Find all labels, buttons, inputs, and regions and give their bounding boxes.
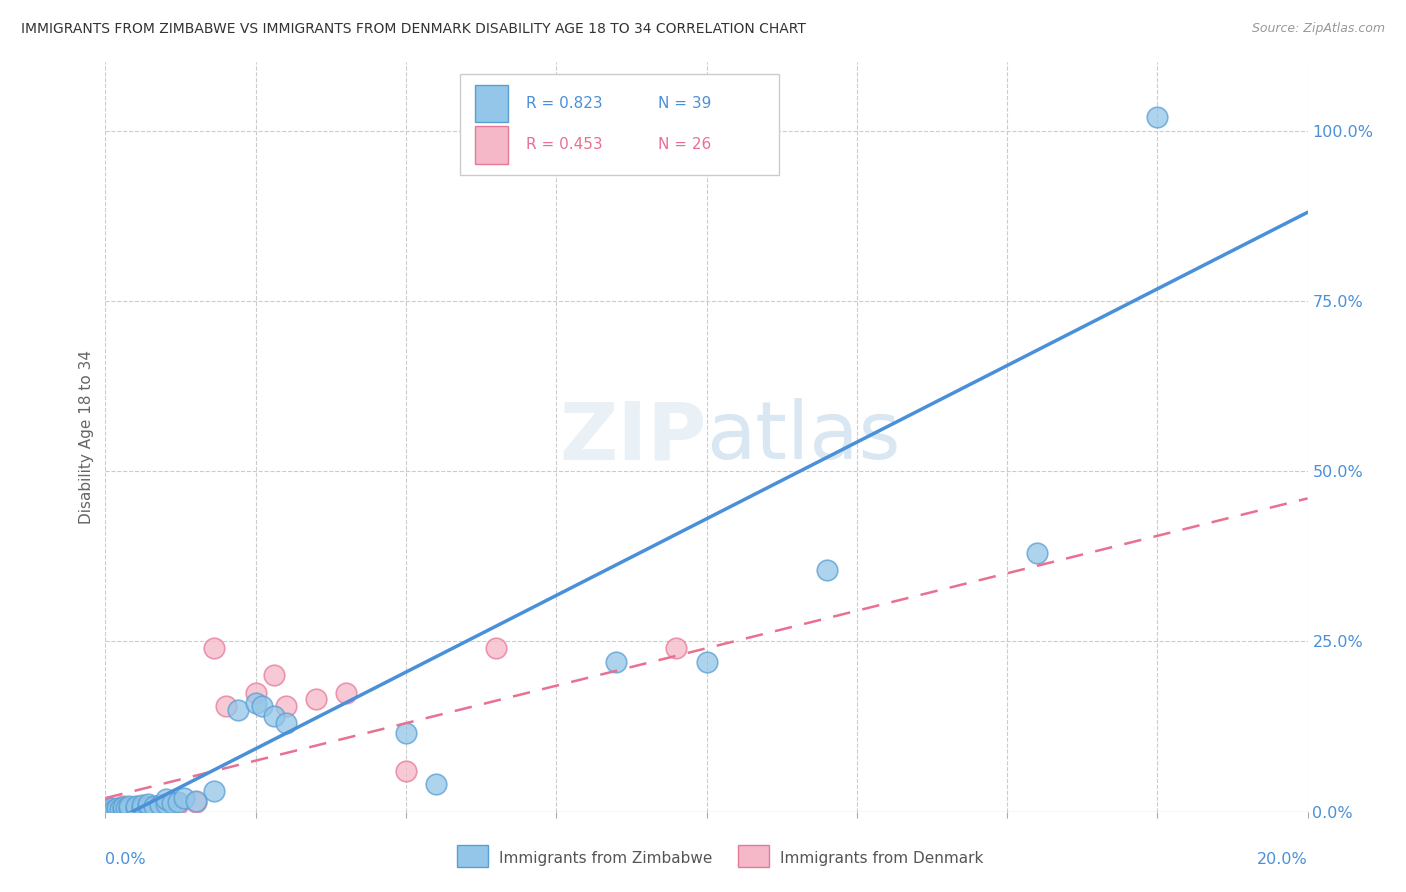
Point [97, 804, 120, 818]
Point [131, 801, 153, 815]
Point [335, 685, 357, 699]
Point [815, 563, 838, 577]
Bar [474, 85, 508, 122]
Text: 0.0%: 0.0% [105, 852, 146, 867]
Point [202, 784, 225, 798]
Point [115, 801, 138, 815]
Point [118, 799, 141, 814]
Point [274, 699, 297, 714]
Point [107, 803, 129, 817]
Text: Immigrants from Zimbabwe: Immigrants from Zimbabwe [499, 851, 713, 865]
Point [263, 709, 285, 723]
Point [112, 803, 135, 817]
Point [124, 798, 146, 813]
Text: Immigrants from Denmark: Immigrants from Denmark [780, 851, 984, 865]
Point [124, 800, 146, 814]
Point [245, 685, 267, 699]
Point [103, 803, 125, 817]
Point [305, 692, 328, 706]
Text: IMMIGRANTS FROM ZIMBABWE VS IMMIGRANTS FROM DENMARK DISABILITY AGE 18 TO 34 CORR: IMMIGRANTS FROM ZIMBABWE VS IMMIGRANTS F… [21, 22, 806, 37]
Text: R = 0.823: R = 0.823 [526, 96, 603, 112]
Text: R = 0.453: R = 0.453 [526, 137, 603, 153]
Point [110, 802, 132, 816]
Text: Source: ZipAtlas.com: Source: ZipAtlas.com [1251, 22, 1385, 36]
Text: N = 39: N = 39 [658, 96, 711, 112]
Point [250, 699, 273, 714]
FancyBboxPatch shape [460, 74, 779, 175]
Bar [474, 126, 508, 163]
Point [166, 797, 188, 811]
Point [485, 641, 508, 656]
Point [118, 802, 141, 816]
Y-axis label: Disability Age 18 to 34: Disability Age 18 to 34 [79, 350, 94, 524]
Point [166, 795, 188, 809]
Point [226, 702, 249, 716]
Point [107, 803, 129, 817]
Point [142, 800, 165, 814]
Point [155, 792, 177, 806]
Point [274, 716, 297, 731]
Point [124, 801, 146, 815]
Point [136, 797, 159, 811]
Point [214, 699, 236, 714]
Point [136, 800, 159, 814]
Point [107, 800, 129, 814]
Point [155, 797, 177, 811]
Point [136, 798, 159, 813]
Point [112, 802, 135, 816]
Text: atlas: atlas [707, 398, 901, 476]
Point [696, 655, 718, 669]
Point [131, 797, 153, 812]
Text: 20.0%: 20.0% [1257, 852, 1308, 867]
Point [202, 641, 225, 656]
Point [100, 803, 122, 817]
Point [395, 726, 418, 740]
Point [97, 804, 120, 818]
Point [160, 796, 183, 810]
Point [665, 641, 688, 656]
Point [103, 803, 125, 817]
Point [395, 764, 418, 778]
Point [155, 799, 177, 814]
Point [142, 799, 165, 814]
Point [100, 801, 122, 815]
Point [148, 797, 170, 812]
Point [425, 777, 447, 791]
Text: ZIP: ZIP [560, 398, 707, 476]
Point [131, 800, 153, 814]
Point [100, 803, 122, 817]
Point [148, 797, 170, 812]
Point [184, 795, 207, 809]
Point [1146, 110, 1168, 124]
Point [118, 803, 141, 817]
Point [245, 696, 267, 710]
Point [173, 791, 195, 805]
Point [1026, 546, 1049, 560]
Point [100, 801, 122, 815]
Point [263, 668, 285, 682]
Point [184, 794, 207, 808]
Text: N = 26: N = 26 [658, 137, 711, 153]
Point [112, 799, 135, 814]
Point [112, 800, 135, 814]
Point [605, 655, 627, 669]
